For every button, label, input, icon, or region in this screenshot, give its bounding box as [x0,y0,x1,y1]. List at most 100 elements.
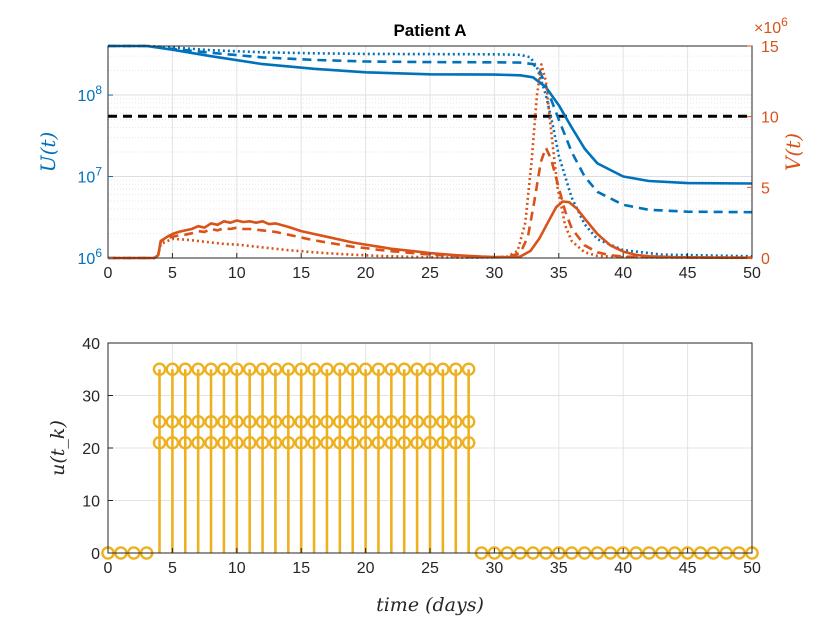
stem-marker [436,435,450,450]
stem-marker [294,414,309,429]
stem-marker [436,362,450,377]
right-tick-label: 15 [761,39,779,56]
stem-marker [371,435,386,450]
bottom-y-ticks: 0 10 20 30 40 [82,336,113,563]
stem-marker [268,414,283,429]
stem-marker [178,414,193,429]
top-x-ticks: 0 5 10 15 20 25 30 35 40 45 50 [104,253,761,282]
stem-marker [371,414,386,429]
stem-marker [371,362,386,377]
stem-marker [152,362,167,377]
right-tick-label: 0 [761,251,770,268]
stem-marker [345,362,360,377]
left-tick-label: 107 [78,165,103,187]
stem-marker [333,435,347,450]
stem-marker [242,414,257,429]
bottom-panel: 0 5 10 15 20 25 30 35 40 45 50 0 10 20 30 40 u(t_k) ti… [47,336,761,616]
stem-marker [281,362,296,377]
top-right-ticks: 0 5 10 15 [747,39,779,268]
stem-marker [152,414,167,429]
right-tick-label: 10 [761,110,779,127]
svg-text:U(t): U(t) [36,132,60,173]
bottom-y-label: u(t_k) [47,420,69,476]
stem-marker [217,435,231,450]
right-tick-label: 5 [761,180,770,197]
stem-marker [204,362,218,377]
stem-marker [320,435,334,450]
stem-marker [294,362,309,377]
bottom-x-tick-label: 5 [168,560,177,577]
bottom-x-tick-label: 35 [550,560,568,577]
stem-marker [436,414,450,429]
top-x-tick-label: 15 [292,265,310,282]
stem-marker [268,435,283,450]
stem-marker [255,362,270,377]
bottom-x-tick-label: 25 [421,560,439,577]
bottom-y-tick-label: 20 [82,441,100,458]
stem-marker [204,435,218,450]
stem-marker [358,362,373,377]
series-line-5 [108,63,753,260]
stem-marker [358,435,373,450]
right-axis-label: V(t) [781,133,805,171]
stem-marker [320,414,334,429]
stem-marker [358,414,373,429]
bottom-x-label: time (days) [376,594,484,616]
top-series-layer [108,44,753,260]
right-axis-multiplier: ×106 [754,15,788,37]
bottom-x-tick-label: 40 [614,560,632,577]
stem-marker [461,435,476,450]
top-x-tick-label: 35 [550,265,568,282]
top-x-tick-label: 50 [743,265,761,282]
stem-marker [448,362,463,377]
bottom-x-tick-label: 10 [228,560,246,577]
stem-marker [448,414,463,429]
series-line-0 [108,44,753,185]
stem-marker [345,414,360,429]
stem-marker [191,362,205,377]
top-x-tick-label: 25 [421,265,439,282]
stem-marker [294,435,309,450]
stem-marker [397,414,412,429]
stem-marker [410,414,424,429]
series-line-4 [108,146,753,260]
stem-marker [461,414,476,429]
stem-marker [217,362,231,377]
series-line-2 [108,44,753,258]
left-tick-label: 106 [78,246,103,268]
stem-marker [217,414,231,429]
top-x-tick-label: 40 [614,265,632,282]
series-line-1 [108,44,753,214]
bottom-y-tick-label: 30 [82,389,100,406]
bottom-x-tick-label: 50 [743,560,761,577]
bottom-x-ticks: 0 5 10 15 20 25 30 35 40 45 50 [104,548,761,577]
stem-marker [333,362,347,377]
stem-marker [191,435,205,450]
stem-marker [268,362,283,377]
stem-marker [255,435,270,450]
stem-marker [397,435,412,450]
stem-marker [307,414,321,429]
bottom-x-tick-label: 0 [104,560,113,577]
bottom-x-tick-label: 20 [357,560,375,577]
chart-title: Patient A [393,21,466,40]
stem-marker [397,362,412,377]
stem-marker [281,435,296,450]
bottom-y-tick-label: 10 [82,494,100,511]
stem-marker [165,414,180,429]
stem-marker [461,362,476,377]
stem-marker [423,362,437,377]
top-panel: 0 5 10 15 20 25 30 35 40 45 50 106 107 108 0 5 10 15 Pa… [36,15,805,282]
stem-marker [423,414,437,429]
top-x-tick-label: 20 [357,265,375,282]
top-left-ticks: 106 107 108 [78,83,113,268]
stem-marker [242,362,257,377]
stem-marker [178,362,193,377]
stem-marker [384,362,399,377]
stem-marker [229,414,244,429]
stem-marker [307,435,321,450]
stem-marker [307,362,321,377]
bottom-x-tick-label: 45 [679,560,697,577]
left-axis-label: U(t) [36,132,60,173]
